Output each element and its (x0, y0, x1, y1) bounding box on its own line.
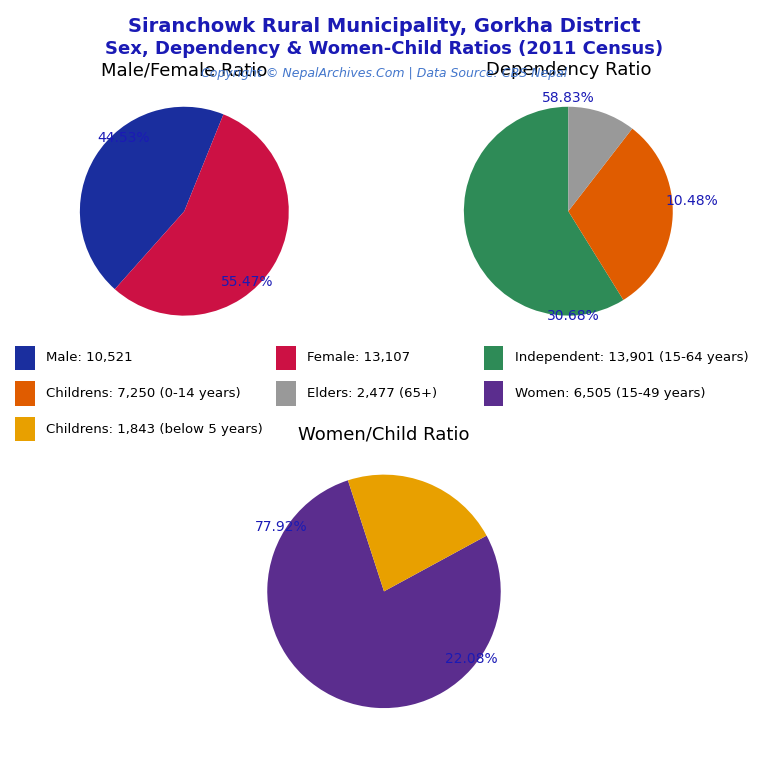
Text: 30.68%: 30.68% (547, 309, 600, 323)
Wedge shape (348, 475, 487, 591)
Title: Women/Child Ratio: Women/Child Ratio (298, 426, 470, 444)
Wedge shape (568, 107, 632, 211)
Wedge shape (115, 114, 289, 316)
Text: 77.92%: 77.92% (255, 520, 308, 535)
Bar (484, 382, 503, 406)
Wedge shape (464, 107, 624, 316)
Text: 44.53%: 44.53% (98, 131, 150, 145)
Text: Male: 10,521: Male: 10,521 (46, 352, 133, 365)
Bar (276, 382, 296, 406)
Bar (15, 346, 35, 370)
Text: Childrens: 7,250 (0-14 years): Childrens: 7,250 (0-14 years) (46, 387, 240, 400)
Wedge shape (568, 128, 673, 300)
Bar (484, 346, 503, 370)
Bar (15, 382, 35, 406)
Bar (15, 417, 35, 442)
Text: 10.48%: 10.48% (665, 194, 718, 208)
Text: 55.47%: 55.47% (220, 275, 273, 290)
Text: Copyright © NepalArchives.Com | Data Source: CBS Nepal: Copyright © NepalArchives.Com | Data Sou… (201, 67, 567, 80)
Text: Elders: 2,477 (65+): Elders: 2,477 (65+) (307, 387, 437, 400)
Text: Independent: 13,901 (15-64 years): Independent: 13,901 (15-64 years) (515, 352, 748, 365)
Wedge shape (80, 107, 223, 290)
Title: Male/Female Ratio: Male/Female Ratio (101, 61, 267, 79)
Text: 22.08%: 22.08% (445, 652, 498, 666)
Text: Siranchowk Rural Municipality, Gorkha District: Siranchowk Rural Municipality, Gorkha Di… (127, 17, 641, 36)
Text: 58.83%: 58.83% (542, 91, 594, 105)
Text: Childrens: 1,843 (below 5 years): Childrens: 1,843 (below 5 years) (46, 422, 263, 435)
Text: Female: 13,107: Female: 13,107 (307, 352, 410, 365)
Text: Women: 6,505 (15-49 years): Women: 6,505 (15-49 years) (515, 387, 705, 400)
Title: Dependency Ratio: Dependency Ratio (485, 61, 651, 79)
Bar (276, 346, 296, 370)
Wedge shape (267, 480, 501, 708)
Text: Sex, Dependency & Women-Child Ratios (2011 Census): Sex, Dependency & Women-Child Ratios (20… (105, 40, 663, 58)
